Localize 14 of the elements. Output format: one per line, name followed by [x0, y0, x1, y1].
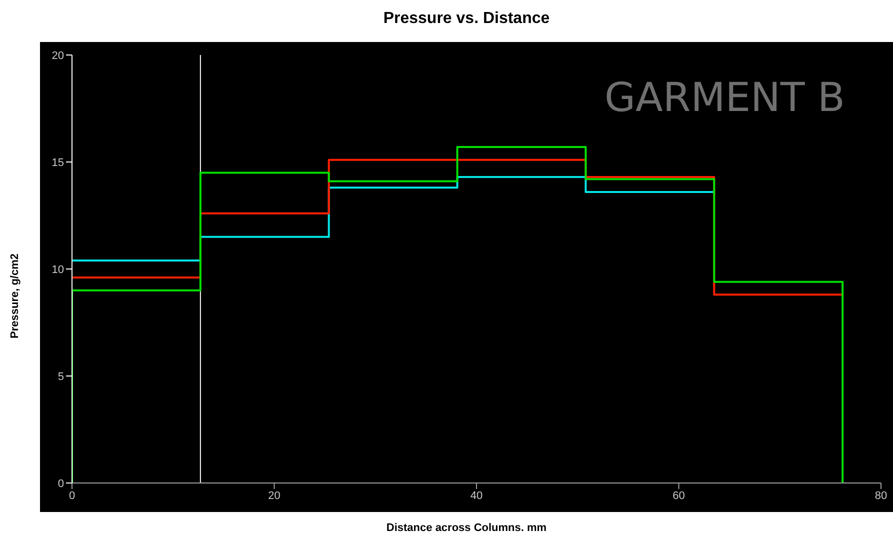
y-tick-label: 10: [52, 264, 64, 276]
chart-title: Pressure vs. Distance: [382, 10, 551, 28]
x-tick-label: 60: [672, 490, 685, 502]
y-axis-title: Pressure, g/cm2: [9, 254, 21, 338]
x-tick-label: 80: [874, 490, 888, 502]
y-tick-label: 5: [58, 370, 64, 383]
x-tick-label: 20: [268, 490, 280, 502]
x-tick-label: 40: [470, 490, 483, 502]
x-tick-label: 0: [68, 490, 76, 502]
y-tick-label: 20: [52, 50, 64, 62]
annotation: GARMENT B: [604, 75, 845, 121]
y-tick-label: 15: [52, 156, 64, 169]
x-axis-title: Distance across Columns. mm: [385, 522, 548, 534]
y-tick-label: 0: [58, 478, 64, 490]
